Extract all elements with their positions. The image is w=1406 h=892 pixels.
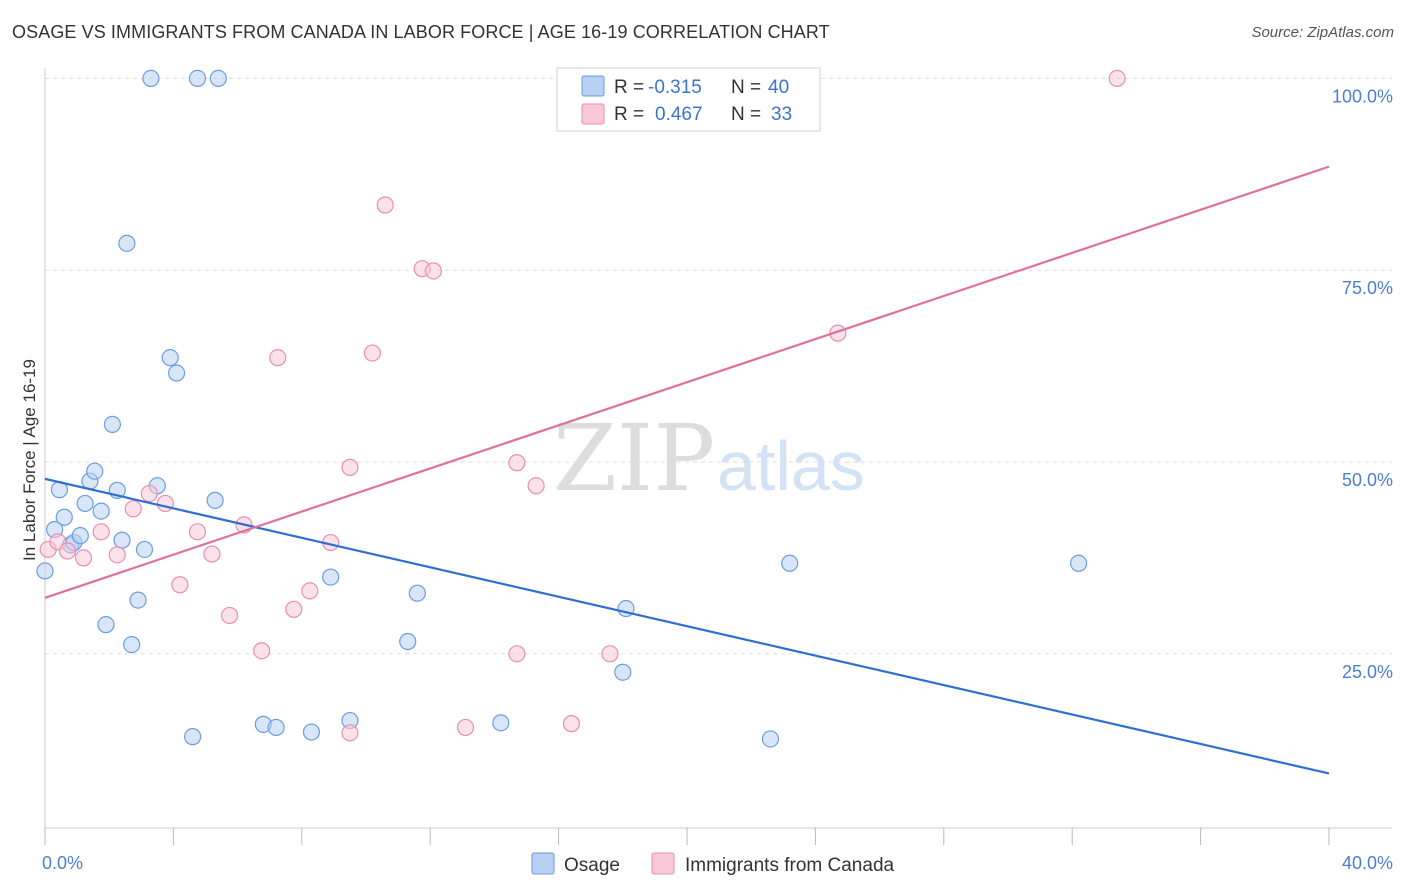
canada-point [92, 523, 110, 541]
canada-point [124, 500, 142, 518]
watermark-zip: ZIP [553, 405, 715, 512]
osage-point [103, 415, 122, 434]
source-label: Source: ZipAtlas.com [1251, 24, 1394, 41]
chart-title: OSAGE VS IMMIGRANTS FROM CANADA IN LABOR… [12, 22, 830, 42]
canada-point [508, 645, 526, 663]
tick-labels: 25.0% 50.0% 75.0% 100.0% 0.0% 40.0% [42, 86, 1393, 873]
canada-point [1108, 69, 1126, 88]
y-tick-label: 25.0% [1342, 662, 1393, 682]
legend-swatch-canada [581, 103, 605, 125]
canada-point [424, 262, 443, 280]
series-legend-swatch-osage [531, 852, 555, 875]
legend-n-label-osage: N = [731, 77, 761, 98]
legend-r-value-osage: -0.315 [648, 77, 702, 98]
legend-swatch-osage [581, 75, 605, 97]
series-legend: Osage Immigrants from Canada [531, 852, 895, 876]
y-tick-label: 75.0% [1342, 278, 1393, 298]
osage-point [161, 349, 179, 367]
osage-point [129, 591, 147, 609]
osage-point [184, 728, 202, 746]
osage-point [302, 723, 321, 741]
osage-point [71, 527, 89, 545]
watermark: ZIP atlas [553, 405, 865, 512]
canada-point [301, 582, 319, 600]
osage-point [55, 508, 73, 526]
canada-point [171, 576, 189, 594]
trend-lines [44, 165, 1330, 775]
canada-point [285, 600, 303, 618]
legend-r-value-canada: 0.467 [655, 104, 703, 125]
canada-point [108, 546, 126, 564]
canada-point [58, 542, 77, 560]
osage-point [118, 234, 136, 252]
canada-point [601, 645, 619, 663]
y-tick-label: 50.0% [1342, 470, 1393, 490]
osage-point [76, 494, 94, 513]
data-points [36, 69, 1126, 748]
axes [44, 68, 1392, 845]
osage-point [135, 540, 154, 559]
legend-n-value-canada: 33 [771, 104, 792, 125]
canada-trend-line [44, 165, 1330, 599]
canada-point [508, 454, 526, 472]
legend-box: R = -0.315 N = 40 R = 0.467 N = 33 [556, 67, 821, 132]
canada-point [156, 494, 174, 513]
osage-point [399, 632, 417, 651]
osage-point [92, 502, 110, 520]
legend-r-label-canada: R = [614, 104, 644, 125]
series-legend-label-canada: Immigrants from Canada [685, 855, 895, 876]
canada-point [74, 549, 93, 567]
osage-point [36, 562, 54, 580]
canada-point [562, 715, 581, 733]
osage-point [142, 69, 160, 88]
series-legend-swatch-canada [651, 852, 675, 875]
osage-point [123, 635, 141, 654]
canada-point [363, 344, 382, 362]
x-tick-label: 40.0% [1342, 853, 1393, 873]
canada-point [269, 349, 287, 367]
canada-point [253, 642, 271, 660]
y-tick-label: 100.0% [1332, 86, 1393, 106]
osage-point [761, 730, 780, 748]
gridlines [45, 77, 1392, 655]
osage-point [267, 718, 285, 737]
osage-point [206, 491, 224, 509]
osage-point [86, 462, 104, 480]
osage-point [97, 616, 115, 634]
osage-point [781, 554, 799, 572]
osage-point [492, 714, 510, 732]
canada-point [188, 523, 207, 541]
osage-point [614, 663, 632, 681]
osage-point [113, 531, 131, 549]
canada-point [341, 458, 359, 476]
osage-point [209, 69, 227, 88]
series-legend-label-osage: Osage [564, 855, 620, 876]
legend-n-label-canada: N = [731, 104, 761, 125]
canada-point [203, 545, 221, 563]
legend-n-value-osage: 40 [768, 77, 789, 98]
osage-trend-line [44, 477, 1330, 775]
canada-point [376, 196, 394, 214]
canada-point [527, 477, 545, 495]
canada-point [220, 606, 239, 625]
x-tick-label: 0.0% [42, 853, 83, 873]
osage-point [322, 568, 340, 586]
canada-point [341, 724, 359, 742]
osage-point [408, 584, 426, 602]
osage-point [188, 69, 207, 88]
watermark-atlas: atlas [717, 427, 865, 505]
legend-r-label-osage: R = [614, 77, 644, 98]
canada-point [456, 718, 475, 737]
osage-point [168, 364, 186, 382]
canada-point [140, 484, 158, 503]
osage-point [1070, 554, 1088, 572]
